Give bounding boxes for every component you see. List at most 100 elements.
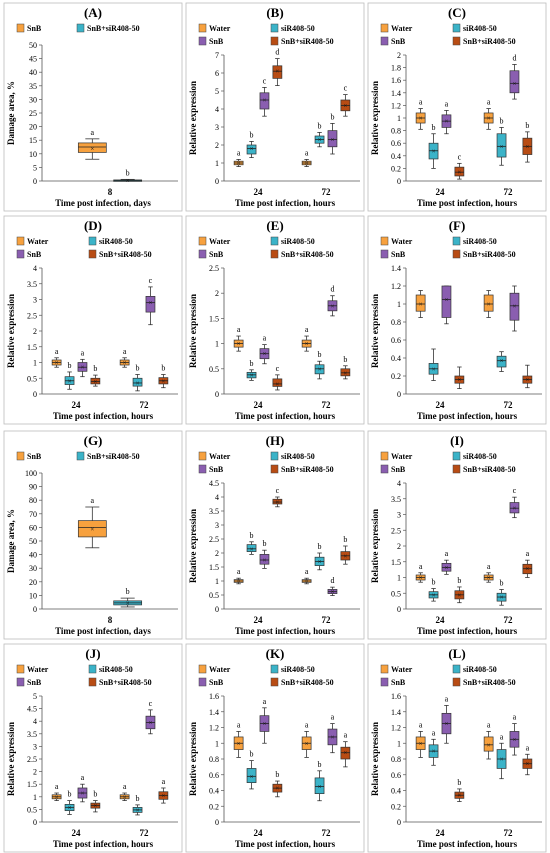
y-tick-label: 0 [33, 818, 37, 827]
box-snb-sir408-50: ×b [454, 576, 465, 604]
y-axis-title: Relative expression [6, 294, 16, 368]
box-sir408-50: ×a [496, 732, 507, 780]
y-tick-label: 1.5 [27, 343, 37, 352]
significance-letter: a [432, 728, 436, 737]
y-axis-title: Relative expression [188, 722, 198, 796]
legend: Water siR408-50 SnB SnB+siR408-50 [380, 236, 516, 259]
significance-letter: b [262, 539, 266, 548]
y-tick-label: 1.5 [27, 780, 37, 789]
significance-letter: b [500, 578, 504, 587]
y-axis-title: Relative expression [370, 294, 380, 368]
y-tick-label: 0 [397, 605, 401, 614]
box-snb-sir408-50: ×a [158, 777, 169, 804]
box-sir408-50: ×b [428, 123, 439, 169]
mean-marker: × [419, 115, 423, 123]
x-tick-label: 72 [322, 187, 332, 197]
legend-swatch [380, 464, 389, 474]
x-tick-label: 72 [504, 615, 514, 625]
y-tick-label: 1 [33, 793, 37, 802]
significance-letter: b [343, 535, 347, 544]
mean-marker: × [90, 525, 94, 533]
y-tick-label: 0.2 [391, 802, 401, 811]
mean-marker: × [330, 733, 334, 741]
legend-swatch [198, 36, 207, 46]
box [327, 130, 338, 148]
box-water: ×a [483, 720, 494, 760]
x-tick-label: 24 [436, 615, 446, 625]
mean-marker: × [343, 102, 347, 110]
box-snb-sir408-50: × [454, 366, 465, 390]
panel-frame [185, 2, 365, 212]
y-tick-label: 20 [29, 578, 37, 587]
significance-letter: b [250, 359, 254, 368]
y-tick-label: 0 [33, 177, 37, 186]
panel-label: (E) [266, 218, 283, 233]
x-axis-title: Time post infection, hours [417, 626, 518, 636]
panel-a: (A) SnB SnB+siR408-50 0 5 10 15 20 25 30 35 40 45 50 D… [3, 2, 183, 212]
mean-marker: × [80, 364, 84, 372]
box [314, 777, 325, 795]
legend-entry: siR408-50 [463, 665, 497, 674]
legend-entry: SnB [209, 465, 224, 474]
legend-entry: siR408-50 [463, 24, 497, 33]
mean-marker: × [161, 377, 165, 385]
y-tick-label: 7 [215, 51, 219, 60]
y-tick-label: 2.5 [209, 264, 219, 273]
legend-entry: SnB+siR408-50 [281, 465, 334, 474]
box-water: × [415, 290, 426, 318]
panel-label: (F) [449, 218, 466, 233]
significance-letter: c [149, 276, 153, 285]
box-sir408-50: ×a [428, 728, 439, 766]
box [509, 70, 520, 94]
y-tick-label: 1.6 [209, 692, 219, 701]
x-tick-label: 72 [504, 400, 514, 410]
legend-swatch [76, 23, 85, 33]
mean-marker: × [275, 68, 279, 76]
box-snb-sir408-50: ×b [90, 790, 101, 813]
y-tick-label: 1 [215, 340, 219, 349]
legend-entry: SnB [391, 678, 406, 687]
box-water: ×a [119, 347, 130, 368]
y-tick-label: 0 [215, 605, 219, 614]
legend-entry: SnB [391, 465, 406, 474]
y-tick-label: 0.4 [391, 787, 401, 796]
box-water: ×a [233, 148, 244, 168]
significance-letter: a [305, 325, 309, 334]
panel-label: (A) [84, 5, 102, 20]
mean-marker: × [148, 719, 152, 727]
legend-swatch [198, 464, 207, 474]
significance-letter: a [419, 562, 423, 571]
legend: SnB SnB+siR408-50 [16, 451, 140, 461]
box [314, 364, 325, 375]
x-tick-label: 72 [140, 400, 150, 410]
significance-letter: b [68, 361, 72, 370]
mean-marker: × [512, 736, 516, 744]
legend-entry: SnB [27, 678, 42, 687]
legend-swatch [88, 664, 97, 674]
box [272, 65, 283, 79]
significance-letter: c [263, 76, 267, 85]
box-water: ×a [51, 347, 62, 368]
box-snb: ×a [441, 549, 452, 575]
x-tick-label: 24 [254, 187, 264, 197]
mean-marker: × [275, 785, 279, 793]
legend-swatch [452, 23, 461, 33]
y-tick-label: 0.5 [27, 374, 37, 383]
y-tick-label: 35 [29, 82, 37, 91]
box-snb: ×a [441, 99, 452, 135]
x-axis-title: Time post infection, hours [53, 411, 154, 421]
x-axis-title: Time post infection, days [55, 198, 151, 208]
y-tick-label: 2 [215, 141, 219, 150]
significance-letter: b [126, 168, 130, 177]
box-water: ×a [301, 567, 312, 586]
y-tick-label: 10 [29, 591, 37, 600]
box [259, 92, 270, 110]
legend-entry: Water [391, 24, 413, 33]
legend: Water siR408-50 SnB SnB+siR408-50 [380, 23, 516, 46]
box-snb-sir408-50: ×b [158, 363, 169, 389]
box-snb: ×c [259, 76, 270, 117]
y-tick-label: 2.5 [209, 535, 219, 544]
mean-marker: × [55, 793, 59, 801]
box-snb: ×a [77, 496, 107, 549]
y-tick-label: 50 [29, 537, 37, 546]
